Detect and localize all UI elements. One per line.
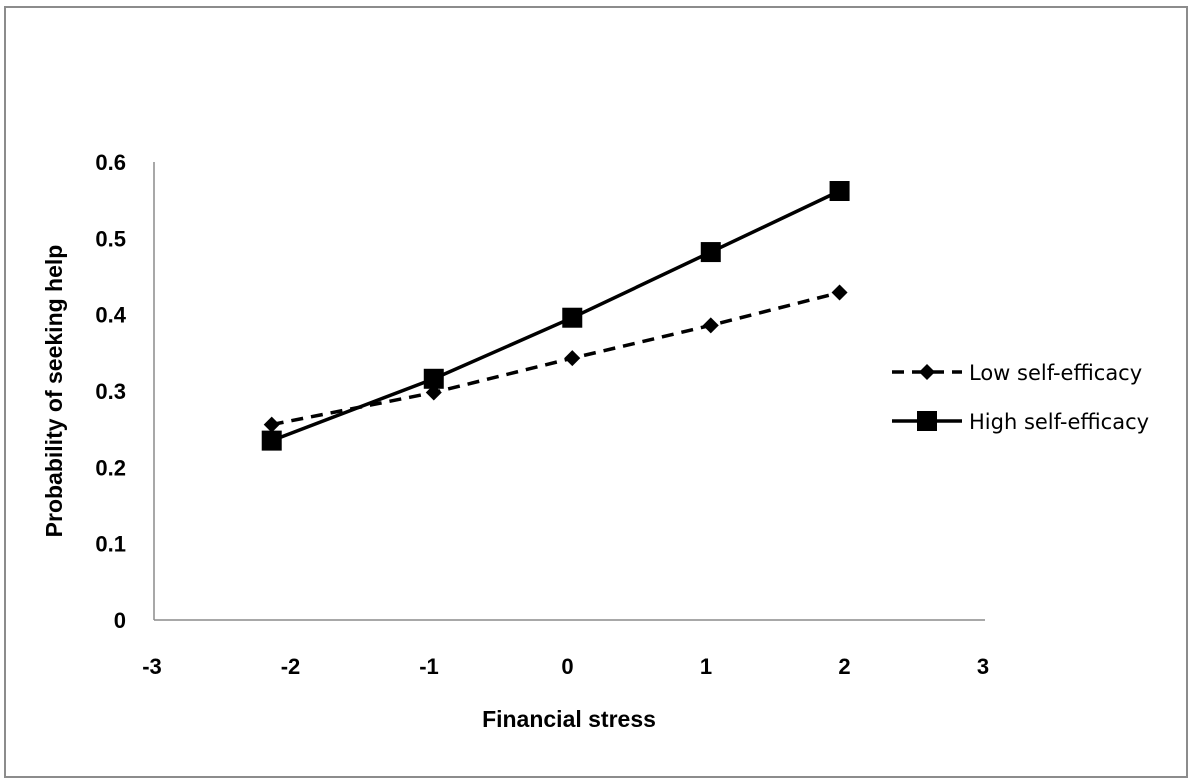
series-line: [271, 189, 841, 443]
y-tick-label: 0.2: [95, 455, 126, 480]
diamond-marker: [564, 350, 581, 367]
square-marker: [829, 181, 850, 202]
diamond-marker: [702, 317, 719, 334]
series-high-self-efficacy: [261, 181, 850, 451]
x-tick-label: 2: [838, 654, 850, 679]
x-tick-label: -1: [419, 654, 439, 679]
legend-square-marker: [917, 411, 937, 431]
legend-diamond-marker: [919, 364, 935, 380]
y-tick-label: 0.6: [95, 150, 126, 175]
y-tick-label: 0.5: [95, 226, 126, 251]
y-tick-label: 0.3: [95, 379, 126, 404]
series-layer: [261, 181, 850, 451]
legend-label: Low self-efficacy: [969, 361, 1142, 385]
square-marker: [700, 242, 721, 263]
y-tick-label: 0.1: [95, 532, 126, 557]
square-marker: [423, 368, 444, 389]
diamond-marker: [831, 284, 848, 301]
x-tick-label: 1: [700, 654, 712, 679]
x-tick-label: -2: [281, 654, 301, 679]
diamond-marker: [263, 416, 280, 433]
x-tick-labels: -3 -2 -1 0 1 2 3: [142, 654, 989, 679]
x-axis-title: Financial stress: [482, 706, 656, 732]
y-tick-label: 0.4: [95, 303, 126, 328]
legend-item: Low self-efficacy: [892, 361, 1142, 385]
square-marker: [562, 307, 583, 328]
square-marker: [261, 430, 282, 451]
y-axis-title: Probability of seeking help: [41, 245, 67, 538]
chart-frame: [4, 6, 1188, 778]
x-tick-label: 0: [561, 654, 573, 679]
x-tick-label: -3: [142, 654, 162, 679]
legend-item: High self-efficacy: [892, 410, 1149, 434]
legend-label: High self-efficacy: [969, 410, 1149, 434]
y-tick-label: 0: [114, 608, 126, 633]
y-tick-labels: 0 0.1 0.2 0.3 0.4 0.5 0.6: [95, 150, 126, 633]
x-tick-label: 3: [977, 654, 989, 679]
series-low-self-efficacy: [263, 284, 848, 433]
series-line: [271, 290, 841, 427]
legend: Low self-efficacy High self-efficacy: [892, 361, 1149, 434]
